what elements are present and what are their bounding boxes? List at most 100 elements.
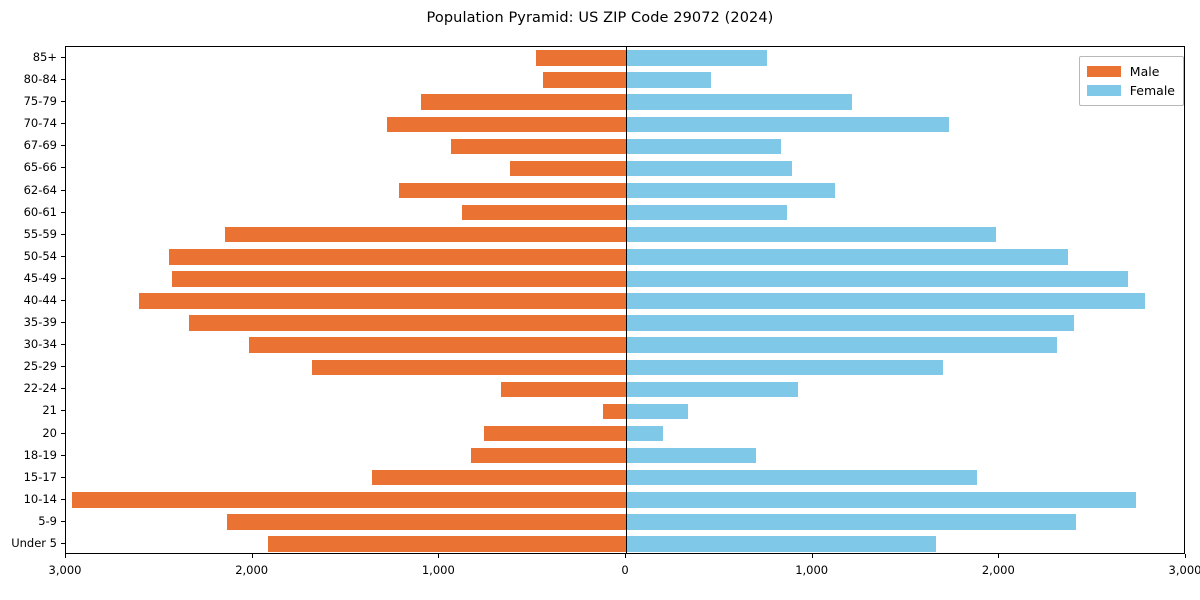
y-axis-tick-label-35-39: 35-39 (23, 315, 57, 330)
bar-row (66, 94, 1184, 110)
x-axis-tick-label: 1,000 (795, 563, 829, 577)
y-axis-tick-mark (61, 432, 65, 434)
y-axis-tick-label-62-64: 62-64 (23, 182, 57, 197)
bar-female[interactable] (626, 447, 757, 464)
bar-male[interactable] (226, 514, 626, 530)
y-axis-tick-mark (61, 322, 65, 324)
bar-male[interactable] (399, 182, 626, 199)
bar-male[interactable] (189, 315, 626, 331)
bar-female[interactable] (626, 72, 711, 88)
y-axis-tick-label-10-14: 10-14 (23, 491, 57, 506)
y-axis-tick-mark (61, 101, 65, 103)
bar-female[interactable] (626, 492, 1136, 508)
bar-female[interactable] (626, 293, 1145, 309)
legend-swatch-female (1086, 85, 1121, 96)
legend-label-female: Female (1129, 83, 1175, 98)
bar-female[interactable] (626, 94, 852, 110)
bar-female[interactable] (626, 514, 1076, 530)
bar-female[interactable] (626, 337, 1058, 353)
bar-male[interactable] (461, 204, 626, 221)
y-axis-tick-label-50-54: 50-54 (23, 248, 57, 263)
y-axis-tick-label-80-84: 80-84 (23, 72, 57, 87)
bar-male[interactable] (603, 403, 626, 420)
y-axis-tick-mark (61, 300, 65, 301)
bar-male[interactable] (224, 227, 626, 243)
bar-male[interactable] (543, 72, 626, 88)
bar-female[interactable] (626, 249, 1069, 265)
y-axis-tick-mark (61, 454, 65, 456)
plot-area (65, 46, 1185, 554)
bar-male[interactable] (510, 160, 626, 177)
x-axis-tick-mark (625, 554, 626, 558)
bar-male[interactable] (372, 469, 626, 486)
zero-axis-line (626, 47, 627, 553)
x-axis-tick-mark (251, 554, 253, 558)
y-axis-tick-label-18-19: 18-19 (23, 447, 57, 462)
x-axis-tick-mark (438, 554, 440, 558)
y-axis-tick-label-65-66: 65-66 (23, 160, 57, 175)
y-axis-tick-label-21: 21 (42, 403, 57, 418)
bar-male[interactable] (71, 492, 626, 508)
bar-row (66, 227, 1184, 243)
y-axis-tick-label-85-: 85+ (32, 50, 57, 65)
bar-female[interactable] (626, 315, 1074, 331)
y-axis-tick-label-5-9: 5-9 (38, 513, 57, 528)
y-axis-tick-mark (61, 211, 65, 213)
legend-item-male[interactable]: Male (1086, 62, 1175, 81)
legend-item-female[interactable]: Female (1086, 81, 1175, 100)
bar-row (66, 271, 1184, 287)
bar-female[interactable] (626, 160, 793, 177)
bar-female[interactable] (626, 116, 949, 133)
y-axis-tick-label-75-79: 75-79 (23, 94, 57, 109)
x-axis-tick-mark (65, 554, 66, 558)
bar-male[interactable] (267, 536, 626, 552)
x-axis-tick-mark (998, 554, 1000, 558)
y-axis-tick-mark (61, 57, 65, 59)
bar-male[interactable] (451, 138, 626, 155)
bar-female[interactable] (626, 469, 977, 486)
bar-female[interactable] (626, 359, 944, 375)
bar-female[interactable] (626, 425, 664, 442)
y-axis-tick-label-20: 20 (42, 425, 57, 440)
bar-row (66, 138, 1184, 155)
bar-male[interactable] (536, 50, 626, 66)
bar-female[interactable] (626, 138, 781, 155)
bar-male[interactable] (312, 359, 626, 375)
bars-layer (66, 47, 1184, 553)
bar-female[interactable] (626, 182, 836, 199)
x-axis-tick-mark (811, 554, 813, 558)
bar-male[interactable] (248, 337, 626, 353)
y-axis-tick-label-30-34: 30-34 (23, 337, 57, 352)
chart-legend: Male Female (1078, 56, 1184, 106)
y-axis-tick-label-15-17: 15-17 (23, 469, 57, 484)
bar-row (66, 447, 1184, 464)
bar-female[interactable] (626, 403, 688, 420)
x-axis-tick-label: 3,000 (48, 563, 82, 577)
bar-female[interactable] (626, 271, 1129, 287)
bar-female[interactable] (626, 50, 768, 66)
bar-female[interactable] (626, 536, 936, 552)
x-axis-tick-label: 2,000 (981, 563, 1015, 577)
bar-male[interactable] (168, 249, 626, 265)
y-axis-tick-label-70-74: 70-74 (23, 116, 57, 131)
bar-female[interactable] (626, 204, 788, 221)
bar-male[interactable] (484, 425, 626, 442)
y-axis-tick-mark (61, 189, 65, 191)
bar-male[interactable] (471, 447, 626, 464)
bar-female[interactable] (626, 227, 996, 243)
bar-male[interactable] (500, 381, 626, 398)
bar-row (66, 315, 1184, 331)
bar-male[interactable] (387, 116, 626, 133)
y-axis-tick-mark (61, 123, 65, 125)
bar-row (66, 536, 1184, 552)
bar-row (66, 425, 1184, 442)
bar-row (66, 492, 1184, 508)
bar-male[interactable] (138, 293, 626, 309)
y-axis-tick-label-under-5: Under 5 (11, 535, 57, 550)
y-axis-tick-label-67-69: 67-69 (23, 138, 57, 153)
y-axis-tick-mark (61, 344, 65, 346)
bar-male[interactable] (172, 271, 626, 287)
bar-female[interactable] (626, 381, 798, 398)
bar-male[interactable] (420, 94, 626, 110)
